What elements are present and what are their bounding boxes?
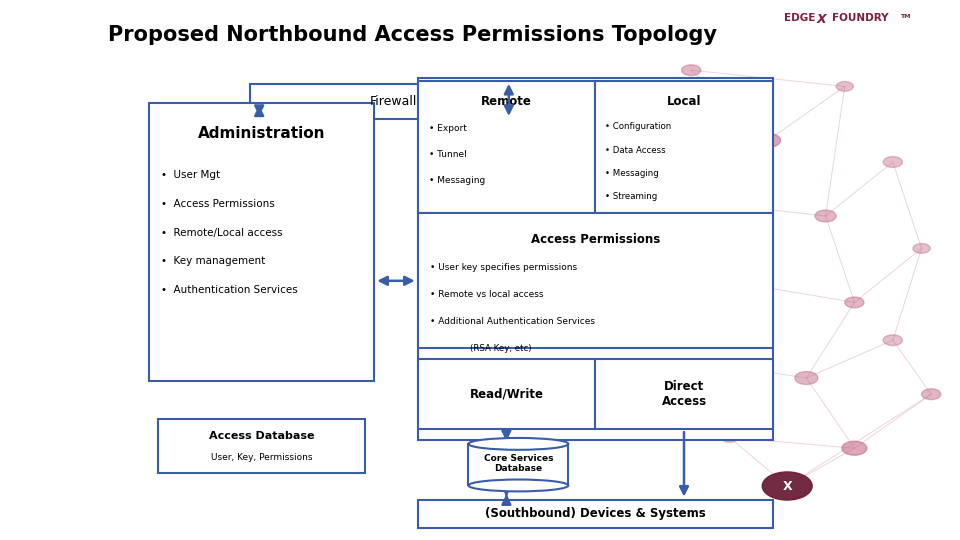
Circle shape [842,441,867,455]
FancyBboxPatch shape [250,84,538,119]
Text: EDGE: EDGE [784,14,816,23]
Circle shape [746,279,771,293]
Text: • Configuration: • Configuration [605,123,671,131]
Text: Administration: Administration [198,126,325,141]
Text: Remote: Remote [481,95,532,108]
FancyBboxPatch shape [149,103,374,381]
Text: Local: Local [667,95,701,108]
Circle shape [913,244,930,253]
Text: (RSA Key, etc): (RSA Key, etc) [470,344,532,353]
Circle shape [883,335,902,346]
Circle shape [762,472,812,500]
Ellipse shape [468,480,568,491]
Text: • User key specifies permissions: • User key specifies permissions [430,263,577,272]
Text: Direct
Access: Direct Access [661,380,707,408]
Text: • Messaging: • Messaging [605,169,659,178]
Text: • Tunnel: • Tunnel [429,150,467,159]
Circle shape [690,356,711,368]
Circle shape [845,297,864,308]
Text: X: X [817,14,827,26]
FancyBboxPatch shape [418,81,595,213]
Circle shape [883,157,902,167]
FancyBboxPatch shape [468,444,568,485]
Text: • Messaging: • Messaging [429,176,486,185]
Circle shape [922,389,941,400]
Circle shape [795,372,818,384]
Circle shape [682,65,701,76]
Text: •  Key management: • Key management [161,256,266,266]
Text: Proposed Northbound Access Permissions Topology: Proposed Northbound Access Permissions T… [108,25,717,45]
Text: •  Remote/Local access: • Remote/Local access [161,228,283,238]
FancyBboxPatch shape [418,213,773,348]
Circle shape [836,82,853,91]
Text: •  Authentication Services: • Authentication Services [161,285,298,295]
Text: Read/Write: Read/Write [469,388,543,401]
Circle shape [756,133,780,147]
FancyBboxPatch shape [595,359,773,429]
FancyBboxPatch shape [418,78,773,440]
Text: FOUNDRY: FOUNDRY [832,14,889,23]
FancyBboxPatch shape [418,359,595,429]
Text: • Data Access: • Data Access [605,146,665,154]
FancyBboxPatch shape [158,418,365,472]
Text: (Southbound) Devices & Systems: (Southbound) Devices & Systems [485,507,706,521]
Text: • Streaming: • Streaming [605,192,657,201]
Text: • Export: • Export [429,124,467,133]
Text: Access Database: Access Database [209,431,314,441]
FancyBboxPatch shape [595,81,773,213]
Ellipse shape [468,438,568,450]
Text: User, Key, Permissions: User, Key, Permissions [211,454,312,462]
FancyBboxPatch shape [418,500,773,528]
Text: •  Access Permissions: • Access Permissions [161,199,275,209]
Text: Core Services
Database: Core Services Database [484,454,553,473]
Text: •  User Mgt: • User Mgt [161,171,221,180]
Text: X: X [782,480,792,492]
Circle shape [718,199,741,212]
Text: Firewall: Firewall [370,94,418,108]
Text: • Remote vs local access: • Remote vs local access [430,290,543,299]
Circle shape [721,433,738,442]
Text: • Additional Authentication Services: • Additional Authentication Services [430,317,595,326]
Circle shape [815,210,836,222]
Text: Access Permissions: Access Permissions [531,233,660,246]
Text: TM: TM [900,14,911,19]
